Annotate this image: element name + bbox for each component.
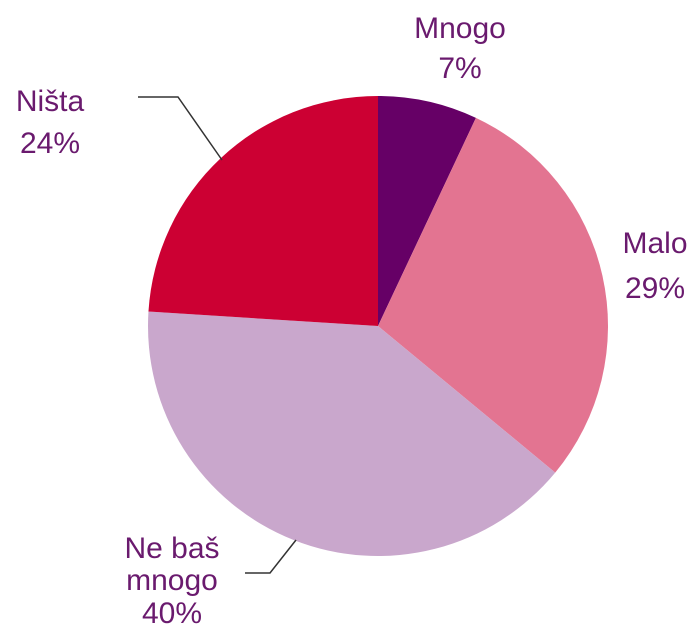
slice-label: Mnogo <box>414 12 506 45</box>
leader-line <box>138 96 223 161</box>
value-label: 29% <box>625 272 685 305</box>
pie-slice <box>148 96 378 326</box>
slice-label: Ništa <box>16 85 85 118</box>
value-label: 40% <box>142 597 202 630</box>
leader-line <box>245 539 297 574</box>
pie-slice <box>378 117 608 473</box>
value-label: 7% <box>438 52 481 85</box>
slice-label: Ne baš mnogo <box>124 532 219 597</box>
pie-slice <box>148 311 556 556</box>
slice-label: Malo <box>622 227 687 260</box>
pie-slice <box>378 96 476 326</box>
value-label: 24% <box>20 127 80 160</box>
